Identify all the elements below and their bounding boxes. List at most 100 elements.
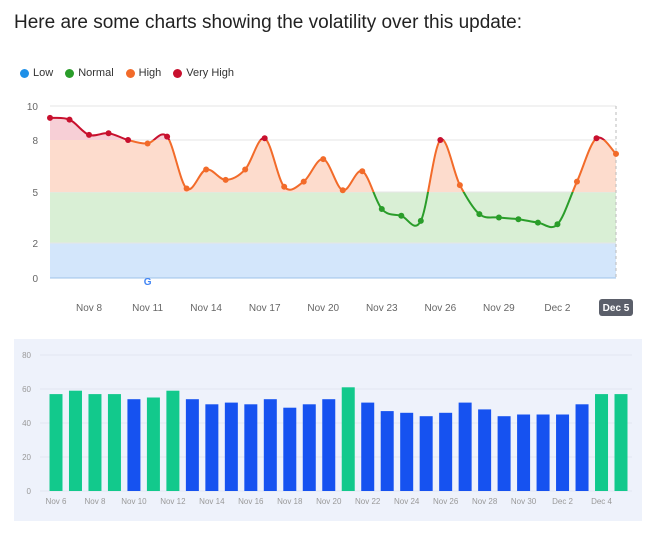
data-point xyxy=(534,219,541,226)
data-point xyxy=(164,133,171,140)
y-tick-label: 60 xyxy=(22,385,31,394)
bar xyxy=(497,416,511,491)
bar xyxy=(244,404,258,491)
x-tick-label: Dec 2 xyxy=(544,303,571,314)
data-point xyxy=(495,214,502,221)
y-tick-label: 0 xyxy=(27,487,32,496)
bar xyxy=(224,402,238,491)
bar xyxy=(478,409,492,491)
x-tick-label: Nov 8 xyxy=(85,497,106,506)
area-very-high xyxy=(50,117,604,140)
data-point xyxy=(456,182,463,189)
bar xyxy=(107,394,121,491)
data-point xyxy=(183,185,190,192)
x-tick-label: Nov 10 xyxy=(121,497,147,506)
x-tick-label: Nov 29 xyxy=(483,303,515,314)
data-point xyxy=(437,137,444,143)
bar xyxy=(205,404,219,491)
data-point xyxy=(47,114,53,121)
data-point xyxy=(86,131,93,138)
data-point xyxy=(554,221,561,228)
y-tick-label: 80 xyxy=(22,351,31,360)
bar xyxy=(49,394,63,491)
bar xyxy=(127,399,141,491)
data-point xyxy=(515,216,522,223)
x-tick-label: Dec 4 xyxy=(591,497,612,506)
bar xyxy=(263,399,277,491)
y-tick-label: 2 xyxy=(32,239,38,250)
legend-dot-icon xyxy=(65,68,75,78)
data-point xyxy=(573,178,580,185)
bar xyxy=(322,399,336,491)
bar xyxy=(68,390,82,491)
bar xyxy=(146,397,160,491)
data-point xyxy=(125,137,132,143)
bar xyxy=(88,394,102,491)
google-icon: G xyxy=(144,277,152,288)
legend-dot-icon xyxy=(20,68,29,78)
bar xyxy=(419,416,433,491)
x-tick-label: Dec 5 xyxy=(603,303,630,314)
area-high xyxy=(50,140,616,192)
bar xyxy=(595,394,609,491)
x-tick-label: Nov 8 xyxy=(76,303,103,314)
legend-label: Very High xyxy=(186,67,234,79)
data-point xyxy=(66,116,73,123)
bar xyxy=(185,399,199,491)
data-point xyxy=(222,176,229,183)
x-tick-label: Nov 17 xyxy=(249,303,281,314)
x-tick-label: Nov 16 xyxy=(238,497,264,506)
volatility-line-chart: 0 2 5 8 10 Nov 8 Nov 11 Nov 14 Nov 17 Nov 20 Nov 2… xyxy=(27,102,633,316)
x-tick-label: Nov 11 xyxy=(132,303,163,314)
x-tick-label: Dec 2 xyxy=(552,497,573,506)
bar xyxy=(361,402,375,491)
chart-legend: Low Normal High Very High xyxy=(20,67,234,79)
highlighted-date-badge xyxy=(599,299,633,316)
data-point xyxy=(320,156,327,163)
x-tick-label: Nov 26 xyxy=(433,497,459,506)
band-normal xyxy=(50,192,616,243)
google-g-glyph: G xyxy=(144,277,152,288)
data-point xyxy=(105,130,112,137)
data-point xyxy=(144,140,151,147)
data-point xyxy=(476,211,483,218)
data-point xyxy=(359,168,366,175)
bar xyxy=(439,412,453,491)
legend-item-low[interactable]: Low xyxy=(20,67,53,79)
data-point xyxy=(300,178,307,185)
data-point xyxy=(417,217,424,224)
x-tick-label: Nov 23 xyxy=(366,303,398,314)
x-tick-label: Nov 28 xyxy=(472,497,498,506)
data-point xyxy=(378,206,385,212)
y-tick-label: 5 xyxy=(32,188,38,199)
bar xyxy=(283,407,297,491)
legend-item-very-high[interactable]: Very High xyxy=(173,67,234,79)
x-tick-label: Nov 20 xyxy=(316,497,342,506)
bar xyxy=(575,404,589,491)
x-tick-label: Nov 26 xyxy=(425,303,457,314)
y-tick-label: 10 xyxy=(27,102,39,113)
x-tick-label: Nov 30 xyxy=(511,497,537,506)
legend-dot-icon xyxy=(125,68,135,78)
legend-item-normal[interactable]: Normal xyxy=(65,67,114,79)
x-tick-label: Nov 6 xyxy=(46,497,67,506)
bar xyxy=(341,387,355,491)
y-tick-label: 20 xyxy=(22,453,31,462)
data-point xyxy=(339,187,346,194)
y-tick-label: 8 xyxy=(32,136,38,147)
x-tick-label: Nov 22 xyxy=(355,497,381,506)
legend-label: High xyxy=(138,67,162,79)
bar xyxy=(556,414,570,491)
data-point xyxy=(261,135,268,142)
data-point xyxy=(281,183,288,190)
x-tick-label: Nov 20 xyxy=(307,303,339,314)
x-tick-label: Nov 12 xyxy=(160,497,186,506)
y-tick-label: 0 xyxy=(32,274,38,285)
band-low xyxy=(50,243,616,278)
legend-item-high[interactable]: High xyxy=(125,67,162,79)
bar xyxy=(517,414,531,491)
bar xyxy=(380,411,394,491)
x-tick-label: Nov 14 xyxy=(199,497,225,506)
legend-label: Low xyxy=(33,67,54,79)
